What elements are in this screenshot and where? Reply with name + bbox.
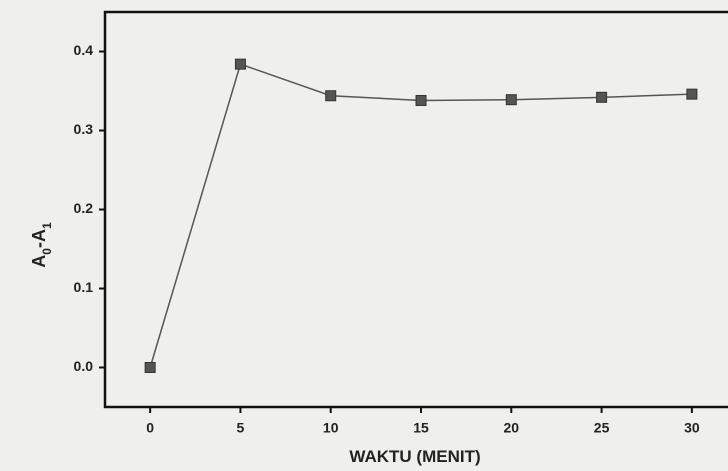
x-tick-label: 5 — [237, 420, 245, 436]
data-point — [505, 94, 517, 106]
y-axis-label: A0-A1 — [29, 222, 54, 268]
x-tick-label: 25 — [594, 420, 610, 436]
y-tick-label: 0.1 — [74, 279, 94, 295]
x-tick-label: 20 — [504, 420, 520, 436]
data-point — [144, 362, 156, 373]
y-tick-label: 0.0 — [74, 358, 94, 374]
y-label-sub: 0 — [40, 248, 54, 255]
y-tick-label: 0.2 — [74, 200, 94, 216]
x-axis-label: WAKTU (MENIT) — [349, 447, 480, 466]
x-axis-label-text: WAKTU (MENIT) — [349, 447, 480, 466]
data-point — [596, 91, 608, 103]
y-label-part: A — [29, 255, 49, 268]
data-point — [325, 90, 337, 102]
data-point — [415, 94, 427, 106]
data-point — [686, 88, 698, 100]
y-label-sub: 1 — [40, 222, 54, 229]
y-tick-label: 0.4 — [74, 42, 94, 58]
y-label-part: -A — [29, 229, 49, 248]
x-tick-label: 30 — [684, 420, 700, 436]
data-point — [234, 58, 246, 70]
x-tick-label: 10 — [323, 420, 339, 436]
y-tick-label: 0.3 — [74, 121, 94, 137]
x-tick-label: 0 — [146, 420, 154, 436]
x-tick-label: 15 — [413, 420, 429, 436]
